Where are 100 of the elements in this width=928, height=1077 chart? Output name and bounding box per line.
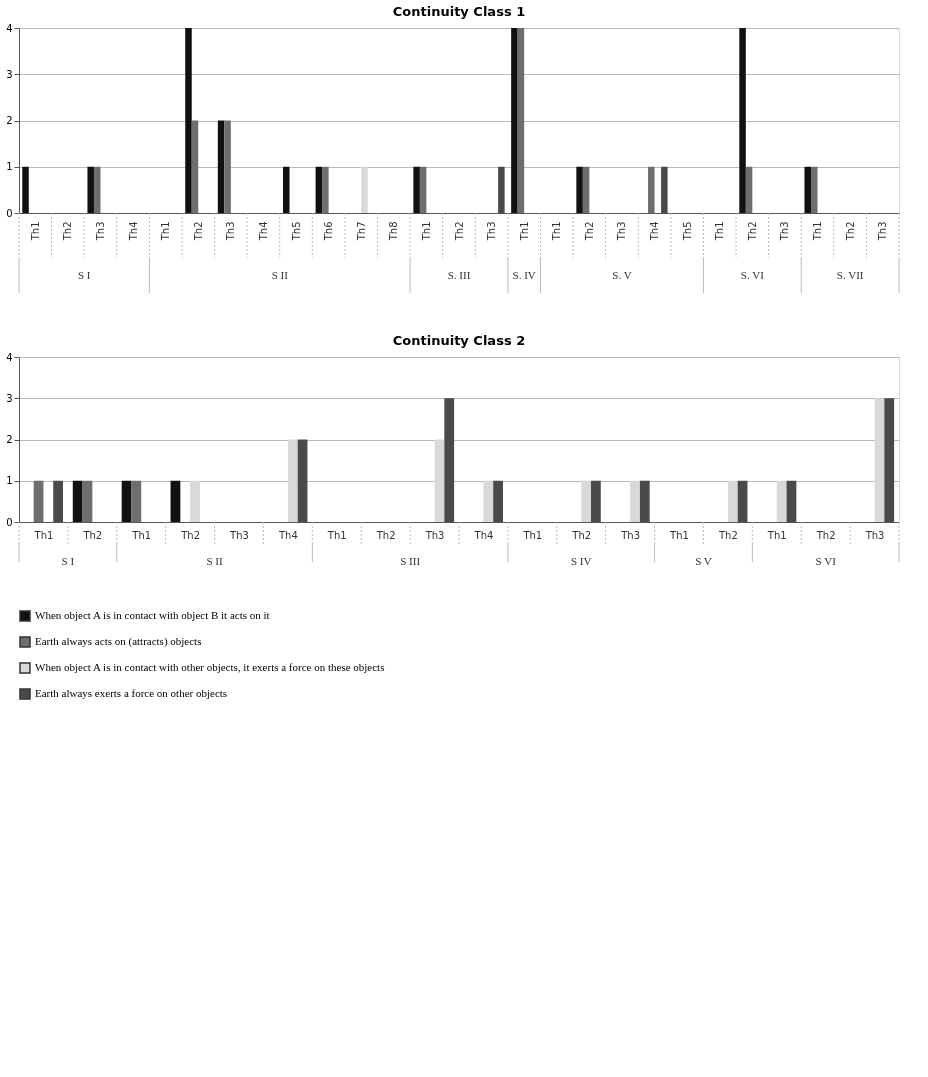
bar [283,166,290,213]
x-tick-label: Th2 [571,529,592,541]
x-tick-label: Th1 [420,221,432,242]
x-tick-label: Th3 [620,529,641,541]
x-tick-label: Th1 [518,221,530,242]
x-tick-label: Th3 [877,221,889,242]
text: S I [77,269,91,281]
bar [517,28,525,213]
bar [413,166,420,213]
bar [315,166,323,213]
bar [121,480,132,522]
x-tick-label: Th3 [225,221,237,242]
bar [224,120,231,213]
x-tick-label: Th7 [355,221,367,242]
x-tick-label: Th3 [229,529,249,541]
x-tick-label: Th4 [127,221,139,242]
y-tick-label: 1 [6,161,13,173]
bar [22,166,29,213]
bar [804,166,811,213]
x-tick-label: Th2 [375,529,396,541]
x-tick-label: Th2 [62,221,74,242]
y-tick-label: 4 [6,22,13,34]
bar [170,480,181,522]
bar [874,398,885,522]
text: S. IV [512,269,536,281]
x-tick-label: Th2 [717,529,738,541]
x-tick-label: Th3 [616,221,628,242]
y-tick-label: 4 [6,351,13,363]
x-tick-label: Th1 [714,221,726,242]
x-tick-label: Th2 [815,529,836,541]
legend-label: Earth always exerts a force on other objects [35,687,228,699]
bar [648,166,655,213]
bar [217,120,225,213]
x-tick-label: Th1 [160,221,172,242]
x-tick-label: Th1 [326,529,347,541]
bar [576,166,583,213]
y-tick-label: 1 [6,475,13,487]
bar [811,166,818,213]
text: S. III [447,269,471,281]
bar [745,166,753,213]
y-tick-label: 2 [6,115,13,126]
y-tick-label: 3 [6,68,13,80]
bar [434,439,445,522]
bar [630,480,640,522]
text: S IV [570,555,592,567]
x-tick-label: Th4 [649,221,661,242]
x-tick-label: Th1 [29,221,41,242]
bar [33,480,44,522]
bar [739,28,746,213]
x-tick-label: Th1 [551,221,563,242]
text: S II [206,555,223,567]
bar [483,480,494,522]
bar [93,166,101,213]
y-tick-label: 2 [6,434,13,445]
bar [185,28,192,213]
x-tick-label: Th3 [779,221,791,242]
x-tick-label: Th5 [681,221,693,242]
bar [191,120,199,213]
text: S. VII [836,269,864,281]
x-tick-label: Th2 [746,221,758,242]
bar [727,480,738,522]
y-tick-label: 0 [6,207,13,219]
text: S VI [815,555,837,567]
bar [82,480,93,522]
x-tick-label: Th2 [82,529,103,541]
x-tick-label: Th1 [131,529,152,541]
x-tick-label: Th1 [33,529,54,541]
x-tick-label: Th3 [486,221,498,242]
x-tick-label: Th4 [277,529,298,541]
x-tick-label: Th1 [522,529,543,541]
x-tick-label: Th3 [864,529,885,541]
bar [87,166,94,213]
x-tick-label: Th2 [453,221,465,242]
text: S. V [612,269,632,281]
x-tick-label: Th4 [257,221,269,242]
x-tick-label: Th1 [812,221,824,242]
text: S V [695,555,712,567]
x-tick-label: Th2 [583,221,595,242]
bar [582,166,590,213]
x-tick-label: Th2 [180,529,201,541]
x-tick-label: Th1 [766,529,787,541]
legend-label: When object A is in contact with object B it acts on it [35,609,270,621]
bar [190,480,200,522]
x-tick-label: Th5 [290,221,302,242]
text: S III [400,555,421,567]
bar [776,480,787,522]
bar [581,480,591,522]
text: S II [271,269,289,281]
chart-title: Continuity Class 1 [392,4,526,19]
bar [419,166,427,213]
bar [322,166,329,213]
text: S I [61,555,75,567]
y-tick-label: 0 [6,516,13,528]
x-tick-label: Th2 [192,221,204,242]
x-tick-label: Th8 [388,221,400,242]
bar [511,28,518,213]
legend-label: Earth always acts on (attracts) objects [35,635,202,648]
x-tick-label: Th1 [669,529,689,541]
x-tick-label: Th3 [94,221,106,242]
bar [72,480,83,522]
